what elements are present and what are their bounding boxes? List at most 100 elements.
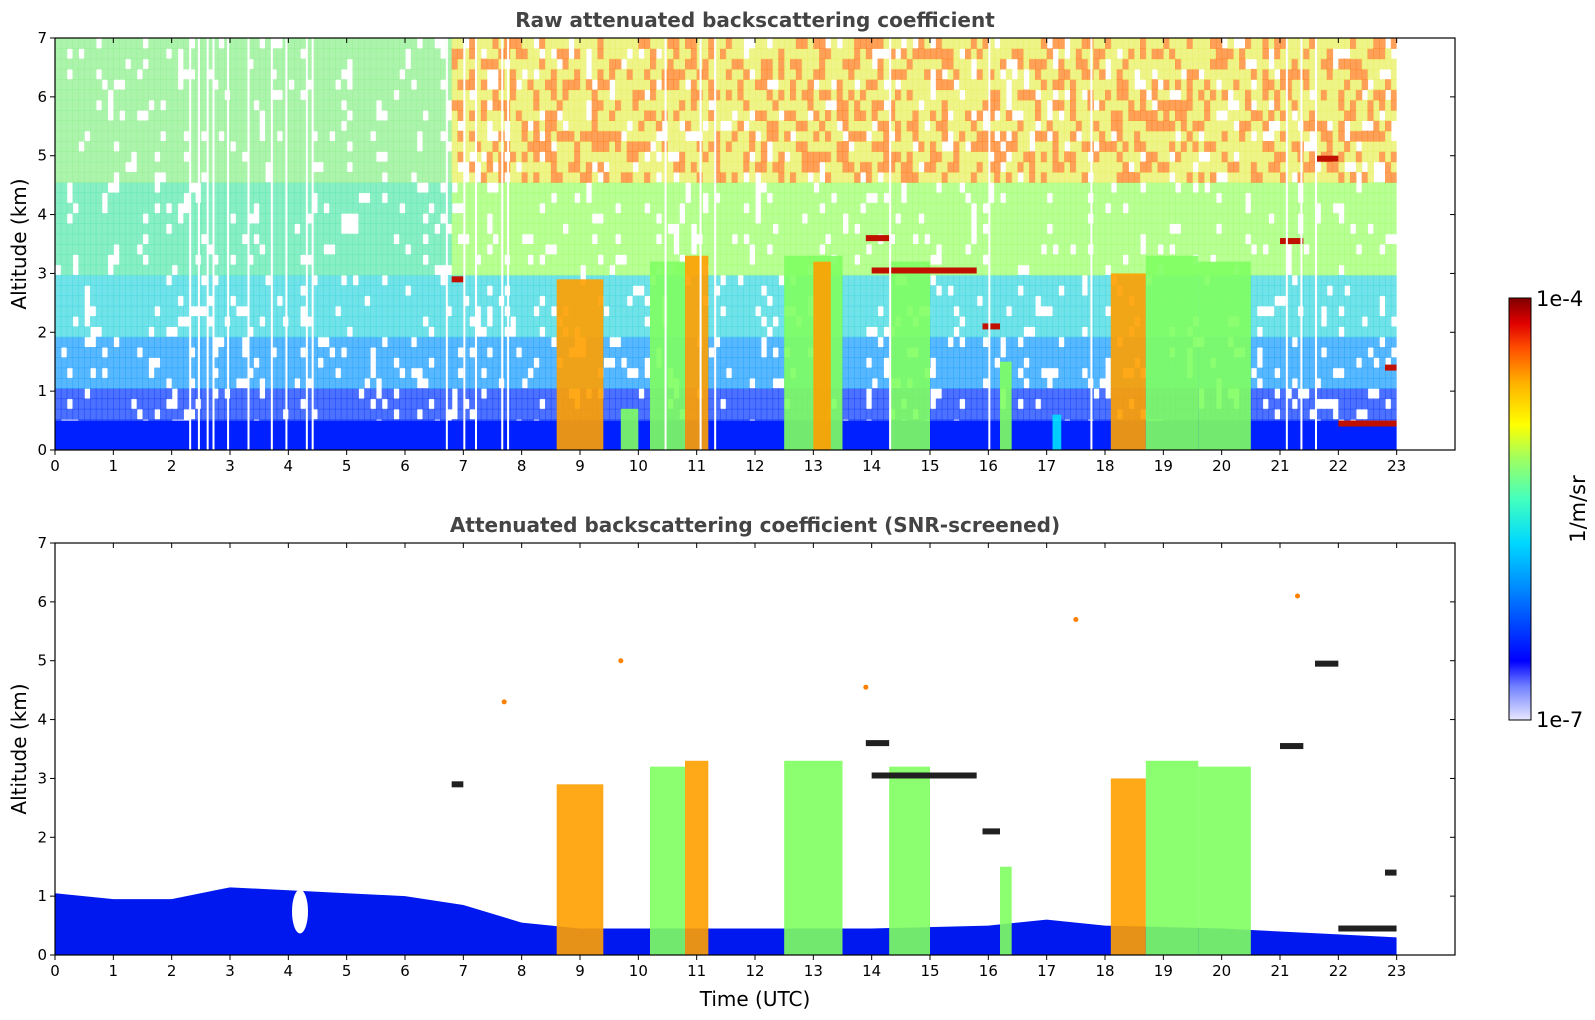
noise-cell <box>749 161 756 173</box>
noise-cell <box>650 79 657 91</box>
noise-cell <box>615 161 622 173</box>
noise-cell <box>521 347 529 358</box>
noise-cell <box>259 151 266 163</box>
noise-cell <box>620 295 628 307</box>
noise-cell <box>690 141 698 152</box>
noise-cell <box>690 171 698 183</box>
noise-cell <box>171 38 179 49</box>
noise-cell <box>370 244 377 255</box>
noise-cell <box>510 367 517 379</box>
noise-cell <box>772 120 779 132</box>
noise-cell <box>574 79 581 91</box>
noise-cell <box>848 223 855 235</box>
noise-cell <box>393 110 400 121</box>
noise-cell <box>364 305 371 317</box>
noise-cell <box>311 110 319 121</box>
noise-cell <box>399 182 406 194</box>
noise-cell <box>329 99 336 111</box>
noise-cell <box>160 202 167 214</box>
noise-cell <box>235 398 243 410</box>
noise-cell <box>387 295 394 307</box>
noise-cell <box>177 38 184 49</box>
noise-cell <box>165 357 173 369</box>
noise-cell <box>620 99 628 111</box>
noise-cell <box>323 357 330 369</box>
noise-cell <box>609 171 616 183</box>
noise-cell <box>375 130 383 142</box>
noise-cell <box>848 305 855 317</box>
noise-cell <box>294 141 301 152</box>
noise-cell <box>270 367 278 379</box>
noise-cell <box>469 58 476 70</box>
noise-cell <box>352 38 359 49</box>
noise-cell <box>795 79 803 91</box>
noise-cell <box>603 326 610 338</box>
noise-cell <box>189 264 196 276</box>
noise-cell <box>626 202 634 214</box>
noise-cell <box>463 110 470 121</box>
noise-cell <box>737 130 744 142</box>
noise-cell <box>737 192 744 204</box>
noise-cell <box>300 213 307 224</box>
noise-cell <box>230 130 237 142</box>
noise-cell <box>842 38 849 49</box>
noise-cell <box>580 223 587 235</box>
noise-cell <box>737 110 744 121</box>
noise-cell <box>865 305 873 317</box>
noise-cell <box>125 171 132 183</box>
noise-cell <box>795 110 803 121</box>
noise-cell <box>720 171 727 183</box>
noise-cell <box>492 213 499 224</box>
noise-cell <box>755 151 762 163</box>
noise-cell <box>515 110 523 121</box>
noise-cell <box>305 68 313 80</box>
noise-cell <box>510 285 517 297</box>
noise-cell <box>795 223 803 235</box>
noise-cell <box>171 151 179 163</box>
noise-cell <box>801 120 809 132</box>
noise-cell <box>492 254 499 266</box>
noise-cell <box>644 48 651 60</box>
noise-cell <box>230 79 237 91</box>
noise-cell <box>171 130 179 142</box>
noise-cell <box>860 398 867 410</box>
noise-cell <box>253 58 260 70</box>
noise-cell <box>597 141 604 152</box>
noise-cell <box>60 254 68 266</box>
noise-cell <box>632 233 639 245</box>
noise-cell <box>218 58 225 70</box>
noise-cell <box>445 48 453 60</box>
noise-cell <box>463 274 470 286</box>
noise-cell <box>836 213 844 224</box>
noise-cell <box>842 68 849 80</box>
noise-cell <box>760 171 768 183</box>
noise-cell <box>860 367 867 379</box>
noise-cell <box>416 357 424 369</box>
noise-cell <box>492 58 499 70</box>
noise-cell <box>90 398 97 410</box>
noise-cell <box>200 326 208 338</box>
noise-cell <box>294 151 301 163</box>
noise-cell <box>72 408 79 420</box>
noise-cell <box>737 141 744 152</box>
noise-cell <box>702 58 709 70</box>
noise-cell <box>55 357 62 369</box>
noise-cell <box>877 408 884 420</box>
noise-cell <box>160 408 167 420</box>
noise-cell <box>527 347 534 358</box>
noise-cell <box>591 58 599 70</box>
noise-cell <box>492 99 499 111</box>
noise-cell <box>743 285 750 297</box>
noise-cell <box>842 388 849 400</box>
noise-cell <box>807 38 814 49</box>
noise-cell <box>527 58 534 70</box>
noise-cell <box>760 151 768 163</box>
noise-cell <box>247 357 254 369</box>
noise-cell <box>189 58 196 70</box>
noise-cell <box>358 223 365 235</box>
noise-cell <box>749 316 756 327</box>
noise-cell <box>667 48 674 60</box>
noise-cell <box>515 305 523 317</box>
noise-cell <box>107 171 114 183</box>
noise-cell <box>177 151 184 163</box>
